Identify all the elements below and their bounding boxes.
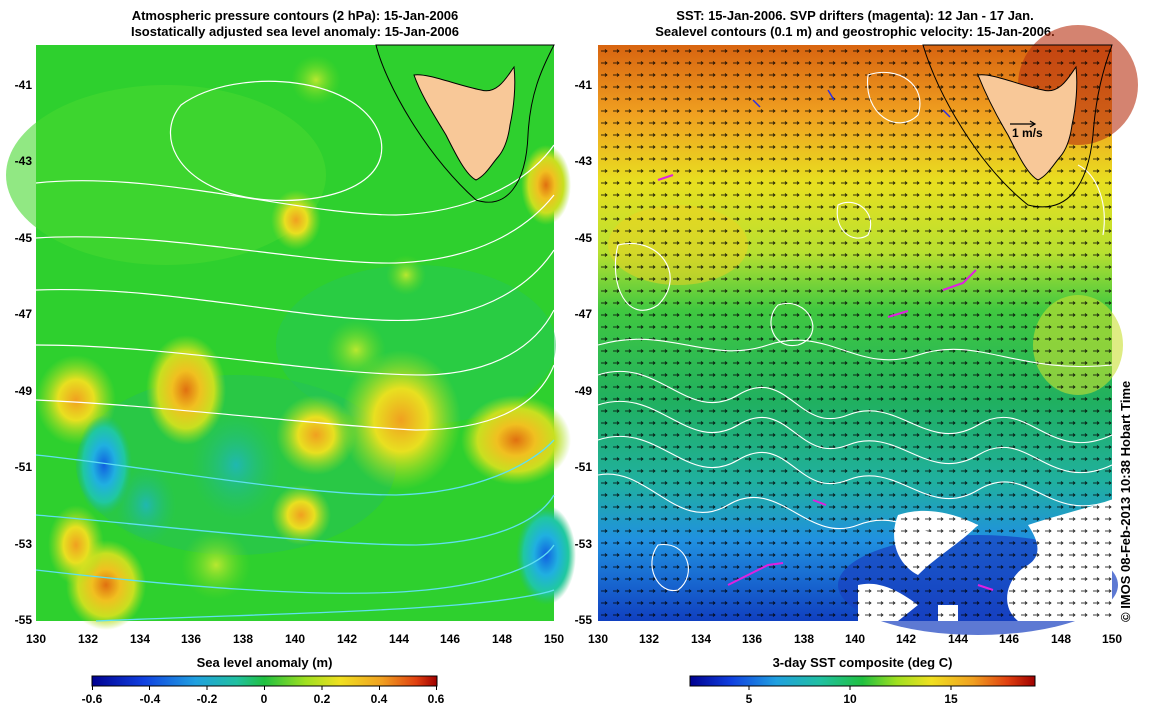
left-y-tick: -45 xyxy=(14,231,32,245)
right-y-tick: -53 xyxy=(574,537,592,551)
right-x-tick: 140 xyxy=(844,632,866,646)
right-y-tick: -51 xyxy=(574,460,592,474)
left-x-tick: 148 xyxy=(491,632,513,646)
right-colorbar-tick: 15 xyxy=(944,692,958,706)
left-colorbar-tick: 0.6 xyxy=(427,692,445,706)
right-x-tick: 148 xyxy=(1050,632,1072,646)
scale-arrow-label: 1 m/s xyxy=(1012,126,1043,140)
right-x-tick: 132 xyxy=(638,632,660,646)
left-y-tick: -55 xyxy=(14,613,32,627)
sst-map xyxy=(597,25,1138,635)
left-y-tick: -51 xyxy=(14,460,32,474)
right-x-tick: 136 xyxy=(741,632,763,646)
left-x-tick: 130 xyxy=(25,632,47,646)
left-x-tick: 142 xyxy=(336,632,358,646)
right-x-tick: 144 xyxy=(947,632,969,646)
sea-level-anomaly-map xyxy=(6,44,576,630)
right-y-tick: -49 xyxy=(574,384,592,398)
left-title-line1: Atmospheric pressure contours (2 hPa): 1… xyxy=(131,8,459,23)
left-x-tick: 140 xyxy=(284,632,306,646)
credit-text: © IMOS 08-Feb-2013 10:38 Hobart Time xyxy=(1118,380,1133,622)
left-colorbar-tick: -0.6 xyxy=(81,692,103,706)
right-y-tick: -47 xyxy=(574,307,592,321)
left-x-tick: 132 xyxy=(77,632,99,646)
left-y-tick: -47 xyxy=(14,307,32,321)
left-colorbar-tick: 0.2 xyxy=(313,692,331,706)
right-y-tick: -55 xyxy=(574,613,592,627)
left-x-tick: 150 xyxy=(543,632,565,646)
left-colorbar-tick: 0.4 xyxy=(370,692,388,706)
right-x-tick: 130 xyxy=(587,632,609,646)
left-colorbar-label: Sea level anomaly (m) xyxy=(196,655,333,670)
left-x-tick: 144 xyxy=(388,632,410,646)
right-x-tick: 146 xyxy=(998,632,1020,646)
left-x-tick: 138 xyxy=(232,632,254,646)
left-y-tick: -41 xyxy=(14,78,32,92)
left-colorbar-tick: -0.4 xyxy=(139,692,161,706)
left-y-tick: -49 xyxy=(14,384,32,398)
left-y-tick: -53 xyxy=(14,537,32,551)
left-x-tick: 136 xyxy=(180,632,202,646)
left-y-tick: -43 xyxy=(14,154,32,168)
right-y-tick: -41 xyxy=(574,78,592,92)
left-x-tick: 134 xyxy=(129,632,151,646)
right-title-line1: SST: 15-Jan-2006. SVP drifters (magenta)… xyxy=(676,8,1034,23)
left-colorbar-tick: -0.2 xyxy=(196,692,218,706)
left-colorbar xyxy=(91,675,438,690)
right-colorbar xyxy=(689,675,1036,690)
tasmania-landmass xyxy=(413,65,516,181)
right-y-tick: -45 xyxy=(574,231,592,245)
right-colorbar-tick: 10 xyxy=(843,692,857,706)
right-x-tick: 150 xyxy=(1101,632,1123,646)
left-title-line2: Isostatically adjusted sea level anomaly… xyxy=(130,24,460,39)
right-colorbar-label: 3-day SST composite (deg C) xyxy=(772,655,953,670)
left-x-tick: 146 xyxy=(439,632,461,646)
right-x-tick: 138 xyxy=(793,632,815,646)
right-x-tick: 134 xyxy=(690,632,712,646)
right-x-tick: 142 xyxy=(895,632,917,646)
right-title-line2: Sealevel contours (0.1 m) and geostrophi… xyxy=(655,24,1055,39)
left-colorbar-tick: 0 xyxy=(260,692,268,706)
right-colorbar-tick: 5 xyxy=(745,692,753,706)
right-y-tick: -43 xyxy=(574,154,592,168)
